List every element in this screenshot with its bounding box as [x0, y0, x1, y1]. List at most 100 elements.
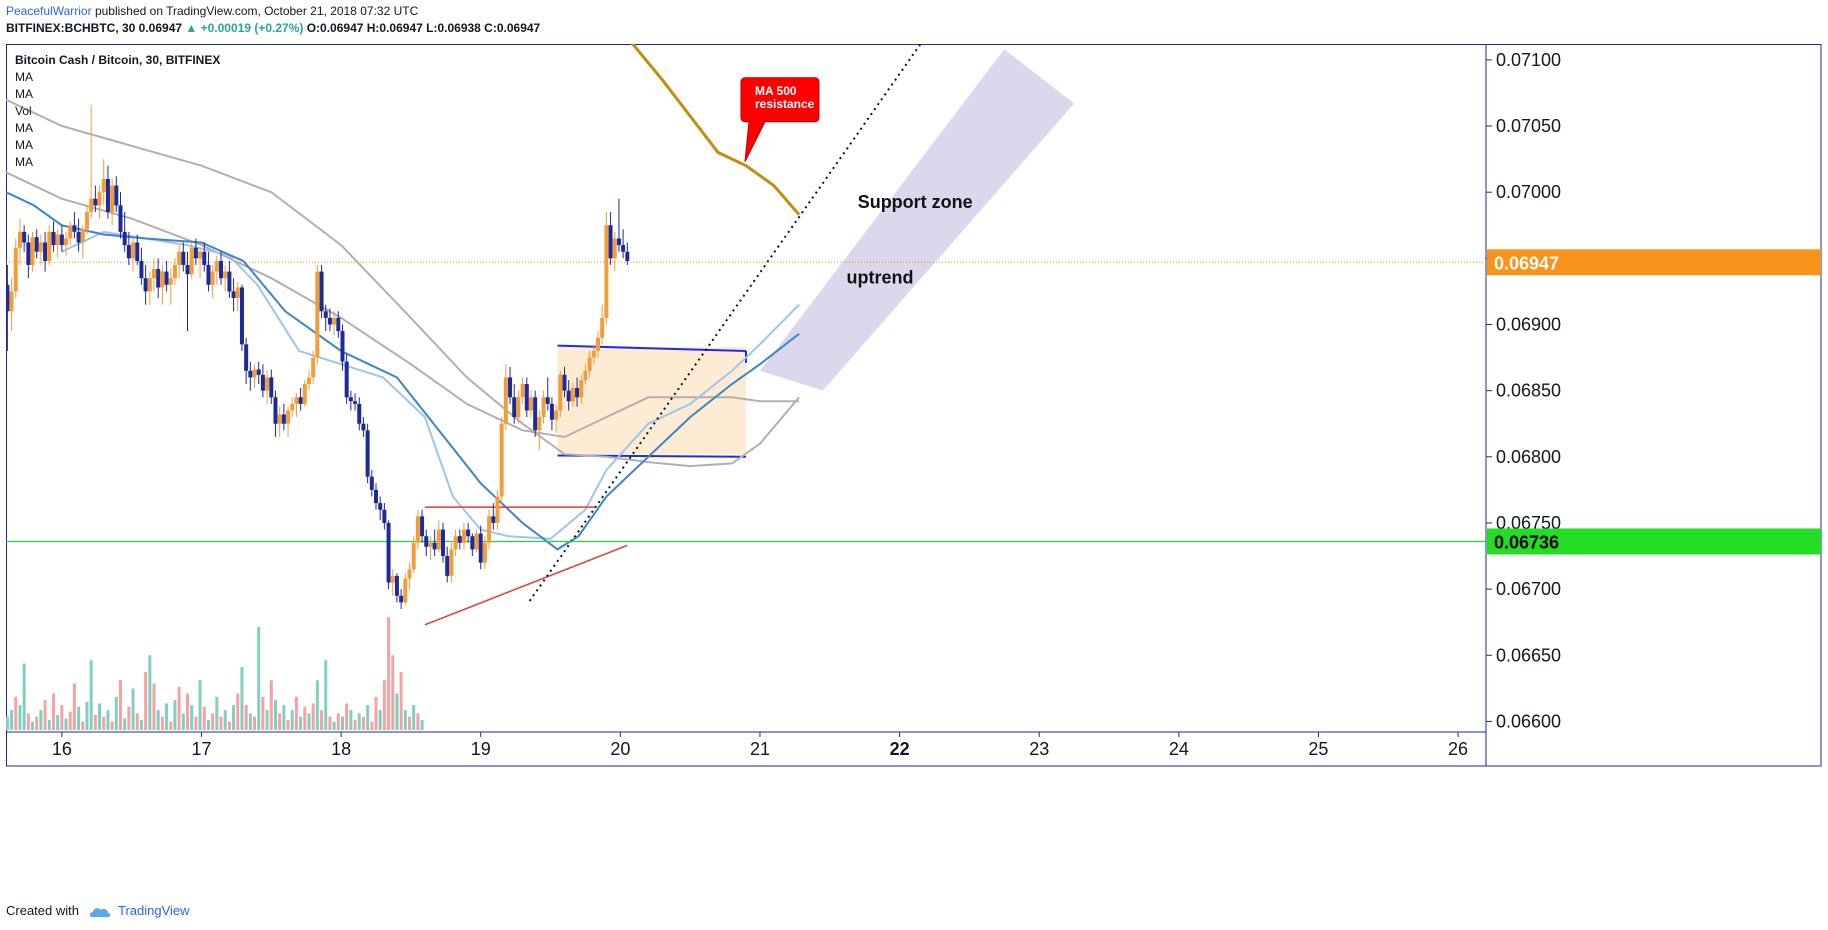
y-tick-label: 0.06700 [1496, 579, 1561, 599]
volume-bar [127, 706, 131, 730]
box-top-line[interactable] [557, 344, 747, 352]
candle-body [265, 377, 270, 391]
volume-bar [135, 713, 139, 730]
legend-item[interactable]: MA [15, 87, 33, 101]
volume-bar [6, 716, 9, 730]
volume-bar [387, 617, 391, 730]
volume-bar [14, 696, 18, 730]
volume-bar [93, 715, 97, 730]
last-price-tag [1487, 249, 1821, 276]
volume-bar [177, 686, 181, 730]
ma-500-line[interactable] [602, 44, 801, 216]
candle-body [503, 377, 508, 424]
volume-bar [403, 710, 407, 730]
candle-body [294, 397, 299, 404]
candle-body [181, 251, 186, 265]
legend-item[interactable]: Vol [15, 104, 32, 118]
candle-body [235, 287, 240, 299]
candle-body [210, 271, 215, 285]
candle-body [193, 247, 198, 259]
candle-body [461, 529, 466, 543]
ma-gray-slow-line[interactable] [6, 98, 800, 468]
candle-body [277, 414, 282, 424]
volume-bar [290, 710, 294, 730]
symbol-line: BITFINEX:BCHBTC, 30 0.06947 [6, 21, 183, 35]
candle-body [449, 549, 454, 576]
candle-body [214, 260, 219, 272]
volume-bar [22, 663, 26, 730]
candle-body [621, 245, 626, 252]
volume-bar [47, 720, 51, 730]
consolidation-box[interactable] [557, 346, 746, 455]
candle-body [160, 271, 165, 288]
volume-bar [169, 721, 173, 730]
candle-body [286, 410, 291, 424]
legend-item[interactable]: MA [15, 138, 33, 152]
candle-body [131, 242, 136, 259]
tradingview-link[interactable]: TradingView [118, 903, 190, 918]
volume-bar [232, 705, 236, 730]
y-tick-label: 0.06900 [1496, 314, 1561, 334]
volume-bar [223, 710, 227, 730]
candle-body [566, 390, 571, 402]
candle-body [541, 397, 546, 418]
triangle-support-line[interactable] [424, 544, 628, 626]
candle-body [441, 529, 446, 557]
candle-body [378, 503, 383, 510]
author-link[interactable]: PeacefulWarrior [6, 4, 92, 18]
volume-bar [257, 627, 261, 730]
candle-body [219, 260, 224, 279]
candle-body [340, 331, 345, 362]
support-zone-channel[interactable] [760, 49, 1075, 391]
candle-body [491, 516, 496, 523]
candle-body [612, 238, 617, 259]
candle-body [596, 337, 600, 351]
volume-bar [340, 716, 344, 730]
candle-body [386, 522, 391, 583]
candle-body [407, 569, 412, 579]
volume-bar [51, 693, 55, 730]
candle-body [516, 397, 521, 418]
volume-bar [357, 713, 361, 730]
volume-bar [198, 680, 202, 730]
volume-bar [31, 721, 35, 730]
y-tick-label: 0.06800 [1496, 447, 1561, 467]
candle-body [353, 401, 358, 404]
candle-body [198, 251, 203, 259]
legend-item[interactable]: MA [15, 155, 33, 169]
candle-body [290, 403, 295, 411]
candle-body [17, 231, 22, 248]
legend-item[interactable]: MA [15, 121, 33, 135]
legend-item[interactable]: MA [15, 70, 33, 84]
volume-bar [118, 680, 122, 730]
volume-bar [382, 680, 386, 730]
candle-body [365, 430, 370, 477]
candle-body [244, 344, 249, 371]
candle-body [80, 229, 85, 243]
candle-body [336, 317, 341, 332]
volume-bar [273, 700, 277, 730]
volume-bar [43, 700, 47, 730]
ma-lightblue-line[interactable] [61, 230, 800, 540]
candle-body [600, 317, 605, 338]
volume-bar [98, 703, 102, 730]
volume-bar [345, 703, 349, 730]
volume-bar [194, 716, 198, 730]
candle-body [537, 417, 542, 431]
candle-body [34, 237, 39, 252]
candle-body [231, 291, 236, 299]
ma-gray-fast-line[interactable] [6, 171, 800, 439]
candle-body [457, 536, 462, 543]
candle-body [306, 377, 311, 385]
ma-blue-line[interactable] [6, 191, 800, 551]
volume-bar [240, 666, 244, 730]
candle-body [482, 542, 487, 563]
candle-body [135, 242, 140, 261]
volume-bar [160, 716, 164, 730]
candle-body [478, 533, 483, 563]
x-tick-label: 22 [890, 739, 910, 759]
candle-body [520, 384, 525, 398]
volume-bar [144, 671, 148, 730]
volume-bar [102, 716, 106, 730]
